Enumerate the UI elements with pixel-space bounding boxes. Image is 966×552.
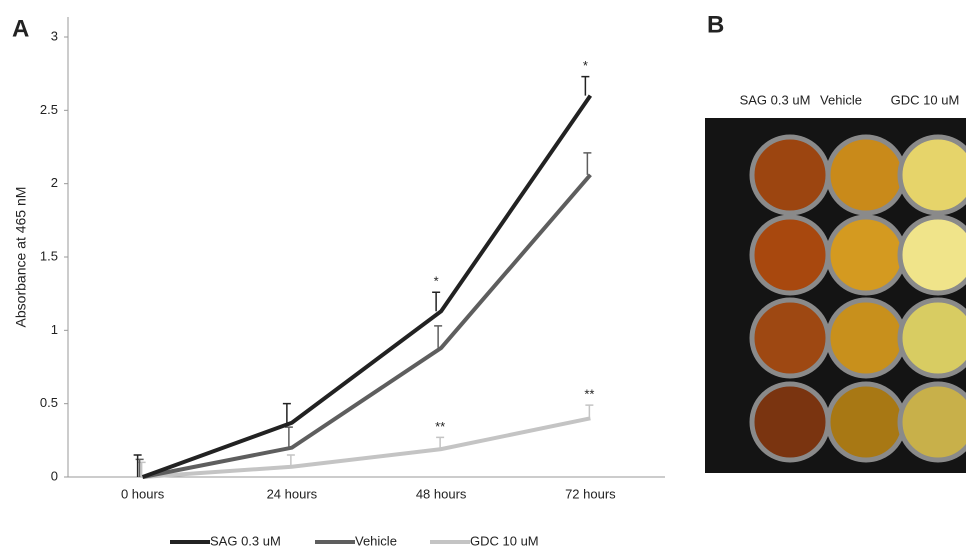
error-bar <box>585 404 594 419</box>
error-bar <box>284 426 293 448</box>
x-tick-label: 0 hours <box>121 486 165 501</box>
error-bar <box>583 152 592 175</box>
y-tick-label: 1 <box>51 322 58 337</box>
y-tick-label: 3 <box>51 28 58 43</box>
panel-label: A <box>12 15 29 42</box>
column-label: GDC 10 uM <box>891 92 960 107</box>
series-line <box>141 94 593 479</box>
error-bar <box>581 75 590 96</box>
panel-label: B <box>707 11 724 38</box>
y-tick-label: 2 <box>51 175 58 190</box>
series-line <box>142 173 592 479</box>
error-bar <box>286 454 295 467</box>
error-bar <box>282 402 291 423</box>
y-tick-label: 2.5 <box>40 102 58 117</box>
error-bar <box>436 436 445 450</box>
y-tick-label: 1.5 <box>40 248 58 263</box>
x-tick-label: 72 hours <box>565 486 616 501</box>
legend-label: GDC 10 uM <box>470 533 539 548</box>
x-tick-label: 48 hours <box>416 486 467 501</box>
legend-label: SAG 0.3 uM <box>210 533 281 548</box>
x-tick-label: 24 hours <box>267 486 318 501</box>
significance-label: ** <box>584 387 594 402</box>
column-label: Vehicle <box>820 92 862 107</box>
legend-label: Vehicle <box>355 533 397 548</box>
significance-label: * <box>434 274 439 289</box>
error-bar <box>133 454 142 477</box>
significance-label: ** <box>435 419 445 434</box>
series-line <box>142 416 591 479</box>
error-bar <box>434 325 443 348</box>
column-label: SAG 0.3 uM <box>740 92 811 107</box>
error-bar <box>432 291 441 312</box>
y-tick-label: 0 <box>51 468 58 483</box>
y-tick-label: 0.5 <box>40 395 58 410</box>
significance-label: * <box>583 58 588 73</box>
well-plate-photo <box>705 118 966 473</box>
y-axis-label: Absorbance at 465 nM <box>13 187 29 328</box>
